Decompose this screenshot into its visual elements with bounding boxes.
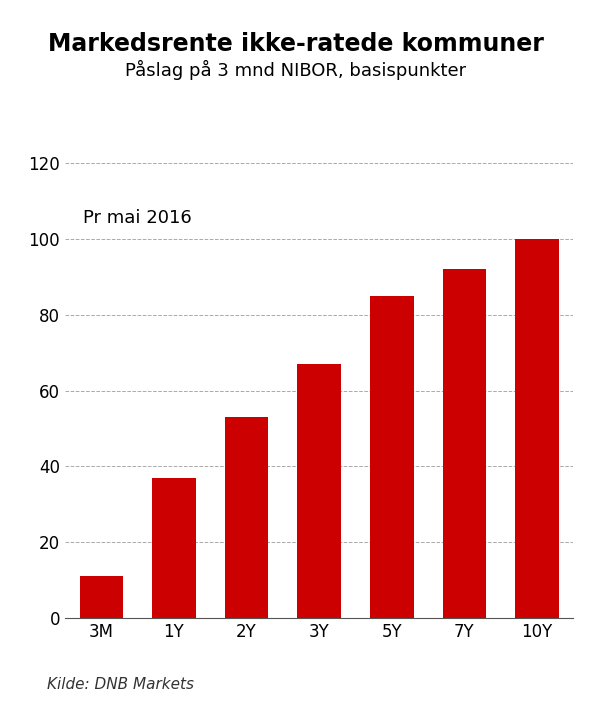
Bar <box>443 269 486 618</box>
Bar <box>152 478 196 618</box>
Bar <box>515 239 558 618</box>
Bar <box>297 364 341 618</box>
Bar <box>80 576 123 618</box>
Text: Kilde: DNB Markets: Kilde: DNB Markets <box>47 677 194 692</box>
Text: Påslag på 3 mnd NIBOR, basispunkter: Påslag på 3 mnd NIBOR, basispunkter <box>125 60 466 80</box>
Text: Markedsrente ikke-ratede kommuner: Markedsrente ikke-ratede kommuner <box>47 32 544 56</box>
Bar <box>225 417 268 618</box>
Bar <box>370 296 414 618</box>
Text: Pr mai 2016: Pr mai 2016 <box>83 209 192 226</box>
